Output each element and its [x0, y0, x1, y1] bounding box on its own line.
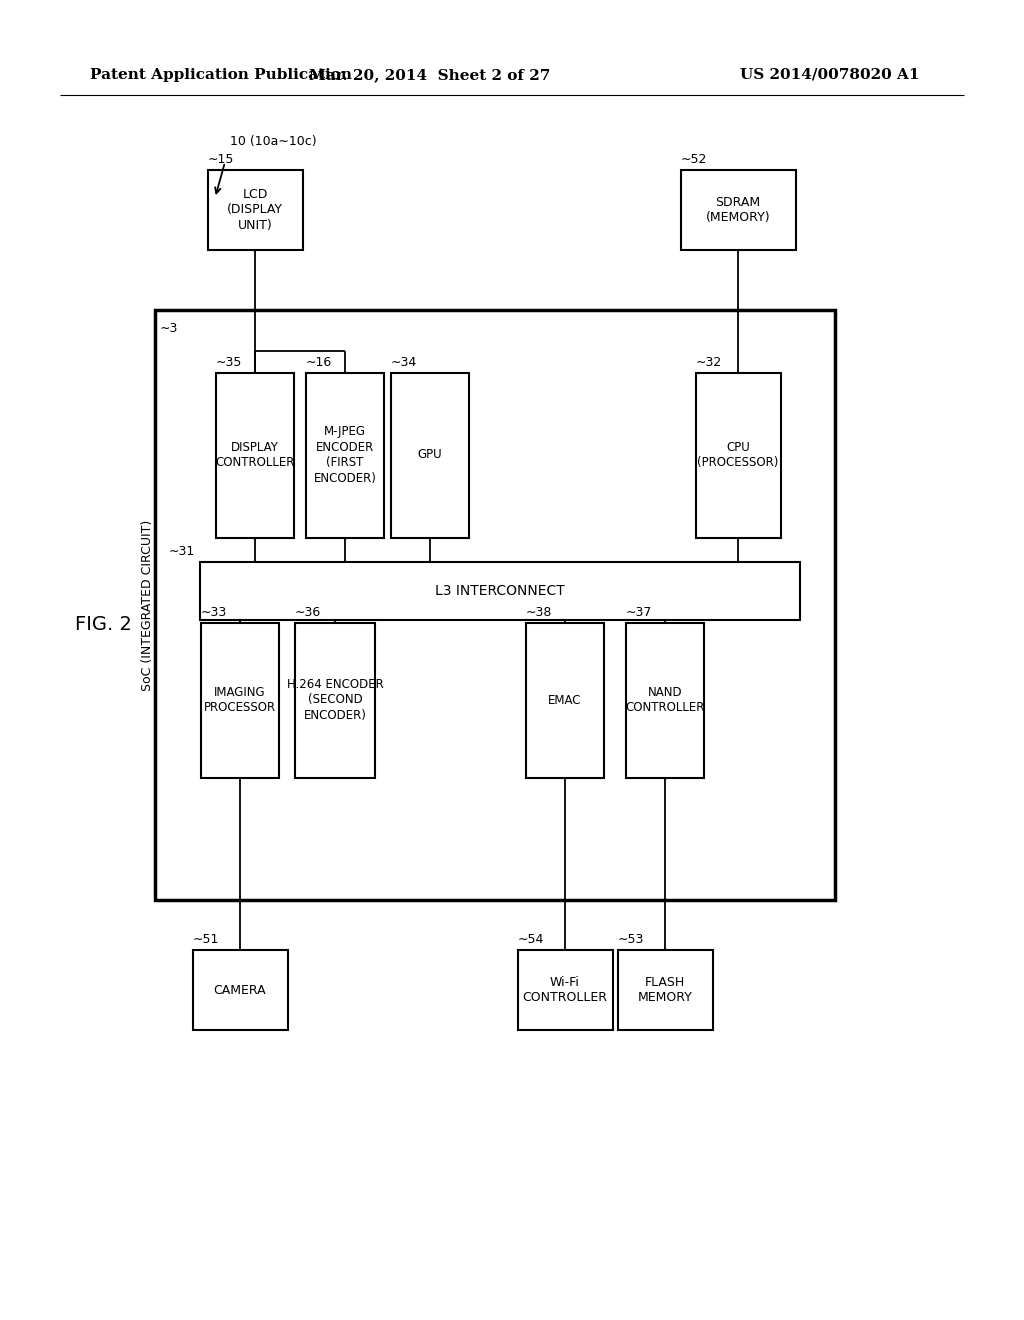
Text: SDRAM
(MEMORY): SDRAM (MEMORY) — [706, 195, 770, 224]
Text: Mar. 20, 2014  Sheet 2 of 27: Mar. 20, 2014 Sheet 2 of 27 — [309, 69, 551, 82]
Bar — [681, 170, 796, 249]
Text: ∼38: ∼38 — [526, 606, 552, 619]
Text: SoC (INTEGRATED CIRCUIT): SoC (INTEGRATED CIRCUIT) — [141, 519, 155, 690]
Bar — [626, 623, 705, 777]
Bar — [517, 950, 612, 1030]
Text: ∼54: ∼54 — [517, 933, 544, 946]
Text: ∼3: ∼3 — [160, 322, 178, 334]
Text: 10 (10a∼10c): 10 (10a∼10c) — [230, 135, 316, 148]
Text: ∼35: ∼35 — [216, 355, 243, 368]
Text: FIG. 2: FIG. 2 — [75, 615, 132, 635]
Text: ∼15: ∼15 — [208, 153, 233, 166]
Text: ∼36: ∼36 — [295, 606, 322, 619]
Text: ∼16: ∼16 — [306, 355, 332, 368]
Text: ∼33: ∼33 — [201, 606, 227, 619]
Text: NAND
CONTROLLER: NAND CONTROLLER — [626, 686, 705, 714]
Text: EMAC: EMAC — [548, 693, 582, 706]
Bar — [208, 170, 302, 249]
Text: Patent Application Publication: Patent Application Publication — [90, 69, 352, 82]
Text: CPU
(PROCESSOR): CPU (PROCESSOR) — [697, 441, 778, 469]
Text: ∼32: ∼32 — [695, 355, 722, 368]
Text: ∼53: ∼53 — [617, 933, 644, 946]
Text: DISPLAY
CONTROLLER: DISPLAY CONTROLLER — [215, 441, 295, 469]
Bar — [200, 562, 800, 620]
Bar — [526, 623, 604, 777]
Text: IMAGING
PROCESSOR: IMAGING PROCESSOR — [204, 686, 276, 714]
Bar — [216, 372, 294, 537]
Bar — [695, 372, 780, 537]
Text: ∼37: ∼37 — [626, 606, 652, 619]
Bar — [201, 623, 279, 777]
Bar — [155, 310, 835, 900]
Bar — [617, 950, 713, 1030]
Text: CAMERA: CAMERA — [214, 983, 266, 997]
Bar — [193, 950, 288, 1030]
Text: LCD
(DISPLAY
UNIT): LCD (DISPLAY UNIT) — [227, 187, 283, 232]
Text: GPU: GPU — [418, 449, 442, 462]
Text: US 2014/0078020 A1: US 2014/0078020 A1 — [740, 69, 920, 82]
Text: ∼34: ∼34 — [391, 355, 417, 368]
Text: L3 INTERCONNECT: L3 INTERCONNECT — [435, 583, 565, 598]
Text: H.264 ENCODER
(SECOND
ENCODER): H.264 ENCODER (SECOND ENCODER) — [287, 678, 383, 722]
Text: ∼51: ∼51 — [193, 933, 219, 946]
Bar — [295, 623, 375, 777]
Text: ∼52: ∼52 — [681, 153, 707, 166]
Text: Wi-Fi
CONTROLLER: Wi-Fi CONTROLLER — [522, 975, 607, 1005]
Text: M-JPEG
ENCODER
(FIRST
ENCODER): M-JPEG ENCODER (FIRST ENCODER) — [313, 425, 377, 484]
Bar — [391, 372, 469, 537]
Text: FLASH
MEMORY: FLASH MEMORY — [638, 975, 692, 1005]
Text: ∼31: ∼31 — [169, 545, 195, 558]
Bar — [306, 372, 384, 537]
